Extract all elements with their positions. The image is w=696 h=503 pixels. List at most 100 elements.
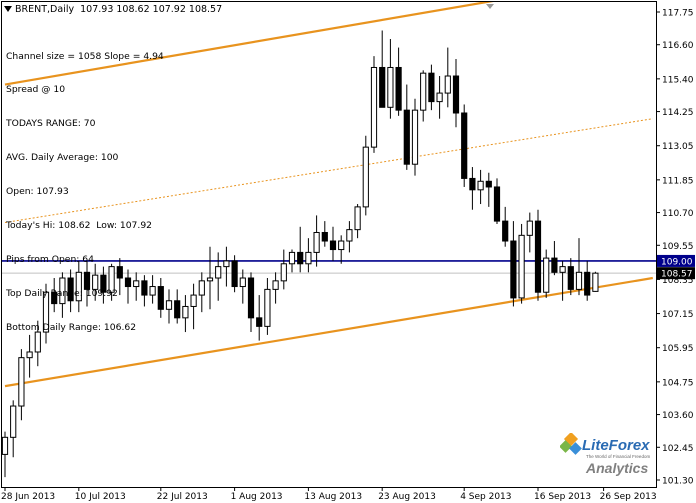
logo-brand: LiteForex — [582, 437, 650, 454]
candle — [256, 295, 263, 341]
symbol-dropdown-icon[interactable] — [4, 6, 12, 12]
candle-body-up — [75, 271, 82, 302]
candle-body-up — [92, 274, 99, 290]
candle-body-down — [297, 251, 304, 265]
x-tick-label: 26 Sep 2013 — [600, 492, 657, 502]
candle-body-up — [108, 266, 115, 293]
candle — [297, 226, 304, 273]
info-todays-range: TODAYS RANGE: 70 — [6, 118, 96, 130]
candle-body-up — [526, 220, 533, 236]
candle-body-up — [518, 234, 525, 299]
y-tick-label: 110.70 — [662, 209, 694, 219]
channel-middle-line — [4, 118, 653, 224]
candle — [10, 400, 17, 458]
y-tick-label: 104.75 — [662, 378, 694, 388]
candle-body-up — [10, 405, 17, 438]
level-price-label: 109.00 — [657, 254, 695, 267]
info-hi-low: Today's Hi: 108.62 Low: 107.92 — [6, 220, 153, 232]
candle-body-up — [354, 206, 361, 231]
candle-body-down — [231, 260, 238, 288]
candle — [584, 260, 591, 301]
shift-marker-icon[interactable] — [486, 4, 494, 9]
candle-body-up — [338, 240, 345, 251]
candle-body-up — [59, 277, 66, 305]
candle-body-down — [502, 220, 509, 242]
candle-body-up — [370, 66, 378, 148]
y-tick-label: 116.60 — [662, 41, 694, 51]
candle-body-up — [182, 305, 189, 319]
symbol-header: BRENT,Daily 107.93 108.62 107.92 108.57 — [15, 4, 223, 15]
candle-body-down — [124, 277, 132, 288]
candle-body-down — [395, 66, 402, 111]
candle — [141, 275, 148, 307]
y-tick-label: 111.85 — [662, 176, 694, 186]
candle-body-up — [288, 251, 296, 265]
candle — [67, 269, 74, 313]
candle-body-up — [575, 271, 583, 290]
candle — [34, 320, 41, 367]
candle — [18, 349, 25, 421]
candle-body-down — [485, 180, 492, 188]
candle — [370, 56, 378, 153]
y-tick-label: 107.15 — [662, 310, 694, 320]
candle-body-down — [551, 257, 558, 273]
x-tick-label: 13 Aug 2013 — [304, 492, 362, 502]
candle-body-up — [1, 436, 9, 455]
candle — [280, 249, 287, 290]
candle — [526, 212, 533, 253]
candle — [575, 238, 583, 296]
candle — [100, 266, 107, 304]
candle — [346, 221, 353, 253]
candle-body-down — [493, 186, 501, 222]
candle-body-up — [133, 280, 140, 288]
candle-body-down — [329, 240, 337, 251]
candle-body-down — [256, 317, 263, 327]
x-tick-label: 28 Jun 2013 — [1, 492, 55, 502]
logo-tagline: The World of Financial Freedom — [586, 454, 651, 459]
y-tick-label: 108.35 — [662, 276, 694, 286]
candle-body-down — [428, 72, 435, 103]
y-axis: 117.75 116.60 115.40 114.25 113.05 111.85 110.… — [656, 9, 695, 487]
info-channel: Channel size = 1058 Slope = 4.94 — [6, 50, 164, 62]
candle — [534, 209, 542, 301]
candle-body-up — [26, 351, 33, 359]
candle — [182, 295, 189, 333]
candle — [206, 246, 214, 310]
candle-body-down — [567, 266, 574, 290]
candle-body-up — [411, 109, 419, 165]
candle-body-up — [42, 291, 50, 333]
y-tick-label: 114.25 — [662, 108, 694, 118]
candle — [215, 252, 222, 301]
candle-body-down — [461, 112, 468, 179]
candle-body-down — [534, 220, 542, 293]
candle-body-down — [174, 300, 181, 319]
candle-body-down — [51, 291, 58, 305]
channel-lower-line — [4, 276, 653, 388]
candle-body-up — [305, 251, 312, 265]
candle-body-down — [321, 231, 328, 242]
candle — [51, 278, 58, 313]
info-bottom-range: Bottom Daily Range: 106.62 — [6, 321, 137, 333]
y-tick-label: 105.95 — [662, 344, 694, 354]
candle-body-down — [379, 66, 386, 108]
candle — [411, 98, 419, 176]
info-pips: Pips from Open: 64 — [6, 253, 94, 265]
candle — [559, 260, 566, 301]
candle — [305, 238, 312, 273]
candle — [403, 84, 410, 170]
candle — [452, 58, 460, 128]
candle — [510, 221, 517, 307]
info-spread: Spread @ 10 — [6, 84, 66, 96]
candle — [329, 226, 337, 261]
candle — [518, 223, 525, 304]
candle — [313, 215, 320, 267]
candle — [223, 246, 230, 287]
candle-body-up — [18, 357, 25, 407]
trend-channel — [4, 2, 653, 388]
candle — [272, 272, 279, 304]
candle-body-up — [313, 231, 320, 253]
y-tick-label: 109.55 — [662, 242, 694, 252]
candle-body-up — [346, 229, 353, 242]
candle-body-up — [149, 286, 156, 296]
current-price-tag: 108.57 — [657, 267, 695, 280]
